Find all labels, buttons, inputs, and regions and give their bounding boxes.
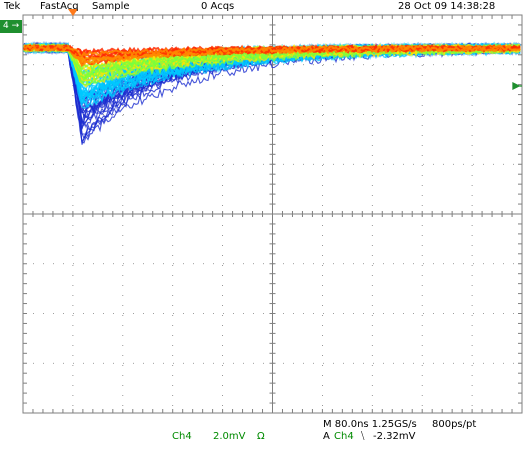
timebase-readout[interactable]: M 80.0ns 1.25GS/s [323,419,417,430]
input-impedance: Ω [257,431,265,442]
trigger-position-marker[interactable] [68,9,78,16]
trigger-level-arrow-icon[interactable] [512,81,522,91]
trigger-channel[interactable]: Ch4 [334,431,354,442]
trigger-level[interactable]: -2.32mV [373,431,416,442]
vertical-scale[interactable]: 2.0mV [213,431,246,442]
acquisition-count: 0 Acqs [201,1,235,12]
resolution-readout: 800ps/pt [432,419,477,430]
brand-label: Tek [4,1,21,12]
channel-4-marker[interactable]: 4 → [0,20,22,33]
waveform-core-trace [23,43,521,59]
acquisition-mode-fastacq[interactable]: FastAcq [40,1,79,12]
graticule-grid [22,14,523,414]
trigger-slope-icon: ⧹ [361,431,365,442]
sampling-mode[interactable]: Sample [92,1,130,12]
waveform-persistence-trace [23,40,521,145]
trigger-prefix: A [323,431,330,442]
channel-label[interactable]: Ch4 [172,431,192,442]
waveform-core-trace [23,43,521,58]
date-time: 28 Oct 09 14:38:28 [398,1,496,12]
